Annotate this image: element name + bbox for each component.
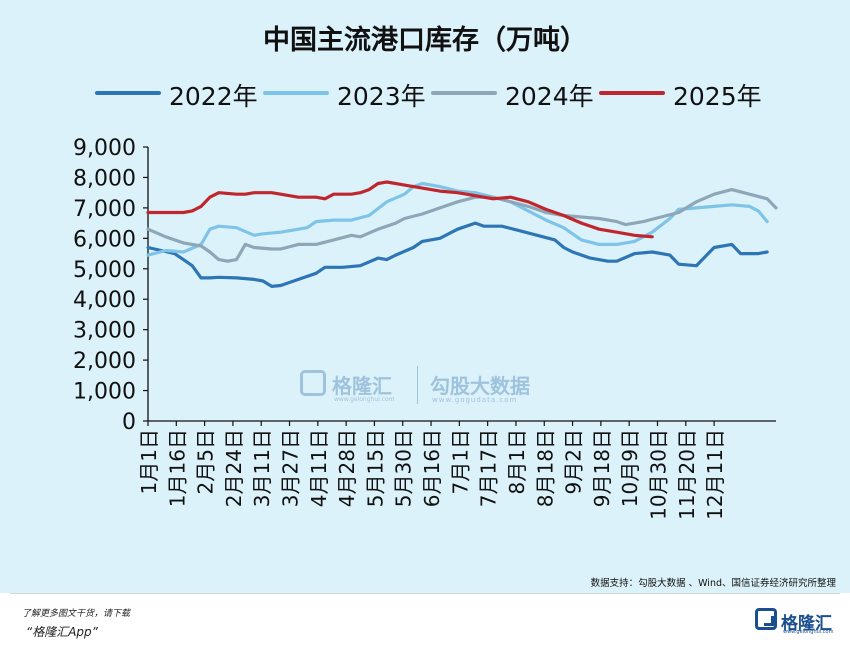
y-tick-label: 3,000: [73, 319, 136, 344]
x-tick-label: 5月30日: [392, 429, 416, 507]
x-tick-label: 8月1日: [505, 429, 529, 494]
watermark-brand-name: 格隆汇: [332, 374, 392, 398]
y-tick-label: 7,000: [73, 197, 136, 222]
legend-label-2023: 2023年: [337, 82, 426, 111]
y-tick-label: 6,000: [73, 227, 136, 252]
footer-promo-text: 了解更多图文干货，请下载: [22, 609, 131, 619]
x-tick-label: 10月9日: [618, 429, 642, 507]
x-tick-label: 9月2日: [562, 429, 586, 494]
y-tick-label: 2,000: [73, 349, 136, 374]
x-tick-label: 3月27日: [279, 429, 303, 507]
x-tick-label: 5月15日: [363, 429, 387, 507]
y-tick-label: 4,000: [73, 288, 136, 313]
x-tick-label: 4月11日: [307, 429, 331, 507]
y-tick-label: 9,000: [73, 136, 136, 161]
watermark-logo-icon: [300, 370, 326, 396]
footer-divider: [10, 593, 840, 594]
y-tick-label: 0: [122, 410, 136, 435]
legend-swatch-2024: [431, 91, 497, 95]
x-tick-label: 12月11日: [703, 429, 727, 520]
legend: 2022年 2023年 2024年 2025年: [95, 76, 795, 111]
legend-label-2022: 2022年: [169, 82, 258, 111]
watermark: 格隆汇 www.gelonghui.com 勾股大数据 www.gogudata…: [300, 366, 550, 406]
legend-label-2024: 2024年: [505, 82, 594, 111]
x-tick-label: 7月17日: [477, 429, 501, 507]
x-tick-label: 4月28日: [335, 429, 359, 507]
x-tick-label: 7月1日: [448, 429, 472, 494]
line-chart: 0 1,000 2,000 3,000 4,000 5,000 6,000 7,000 8,00…: [73, 136, 778, 520]
x-tick-label: 8月18日: [533, 429, 557, 507]
y-tick-label: 5,000: [73, 258, 136, 283]
watermark-data-name: 勾股大数据: [430, 374, 530, 398]
series-line-2024年: [146, 188, 778, 263]
x-tick-label: 10月30日: [646, 429, 670, 520]
footer-logo-url: www.gelonghui.com: [783, 629, 834, 635]
watermark-divider: [417, 366, 418, 404]
y-tick-label: 8,000: [73, 166, 136, 191]
x-tick-label: 2月5日: [194, 429, 218, 494]
logo-icon: [755, 608, 777, 630]
series-line-2025年: [146, 180, 654, 239]
x-tick-label: 1月16日: [165, 429, 189, 507]
footer-app-name: “格隆汇App”: [26, 625, 98, 639]
x-tick-label: 9月18日: [590, 429, 614, 507]
watermark-brand-url: www.gelonghui.com: [334, 396, 395, 403]
x-tick-label: 11月20日: [675, 429, 699, 520]
footer-logo-text: 格隆汇: [781, 614, 832, 634]
watermark-data-url: www.gogudata.com: [432, 396, 518, 404]
legend-swatch-2023: [263, 91, 329, 95]
x-tick-label: 1月1日: [137, 429, 161, 494]
legend-swatch-2025: [599, 91, 665, 95]
source-note: 数据支持：勾股大数据 、Wind、国信证券经济研究所整理: [590, 578, 836, 589]
y-tick-label: 1,000: [73, 380, 136, 405]
chart-panel: [0, 0, 850, 593]
legend-label-2025: 2025年: [673, 82, 762, 111]
x-tick-label: 6月16日: [420, 429, 444, 507]
x-tick-label: 2月24日: [222, 429, 246, 507]
x-tick-label: 3月11日: [250, 429, 274, 507]
legend-swatch-2022: [95, 91, 161, 95]
series-line-2022年: [146, 221, 769, 288]
chart-title: 中国主流港口库存（万吨）: [263, 25, 587, 56]
